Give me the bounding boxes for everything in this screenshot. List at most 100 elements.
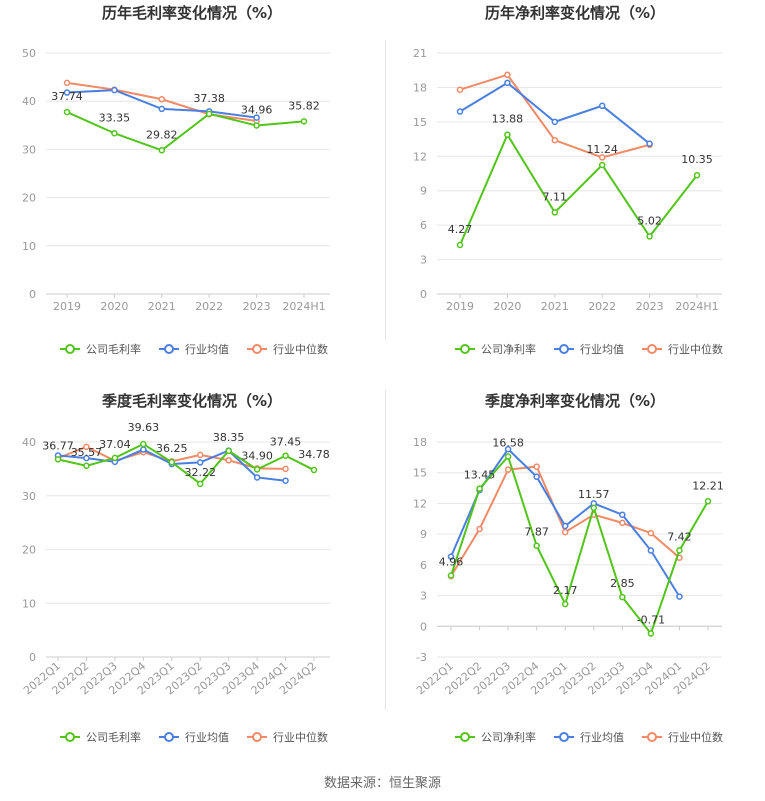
- data-label: 13.45: [464, 469, 496, 482]
- data-point-median: [83, 443, 90, 451]
- data-point-company: [561, 600, 569, 608]
- data-point-avg: [676, 593, 683, 600]
- y-tick-label: 20: [22, 544, 36, 557]
- x-tick-label: 2019: [446, 300, 474, 313]
- y-tick-label: 3: [420, 590, 427, 603]
- data-label: 38.35: [213, 431, 245, 444]
- series-line-company: [459, 132, 698, 246]
- chart-panel: 季度净利率变化情况（%）-303691215182022Q12022Q22022…: [413, 392, 724, 744]
- data-point-company: [282, 452, 289, 459]
- data-point-company: [647, 630, 655, 637]
- panel-divider: [385, 390, 386, 710]
- data-point-avg: [447, 553, 455, 560]
- data-point-avg: [63, 89, 71, 96]
- x-tick-label: 2024H1: [282, 300, 325, 313]
- data-label: 4.96: [439, 556, 464, 569]
- data-point-company: [300, 118, 308, 125]
- y-tick-label: 21: [413, 47, 427, 60]
- x-tick-label: 2021: [541, 300, 569, 313]
- legend-marker-avg: [559, 732, 569, 742]
- data-label: 34.96: [241, 103, 273, 116]
- data-point-median: [619, 519, 626, 527]
- data-point-company: [253, 466, 261, 473]
- data-label: 16.58: [492, 437, 524, 450]
- legend-label-avg: 行业均值: [185, 731, 229, 744]
- data-label: 36.77: [42, 439, 74, 452]
- x-tick-label: 2024H1: [675, 300, 718, 313]
- legend-label-avg: 行业均值: [185, 343, 229, 356]
- data-point-median: [282, 465, 289, 473]
- data-label: 36.25: [156, 442, 188, 455]
- data-label: 29.82: [146, 128, 178, 141]
- y-tick-label: 0: [420, 288, 427, 301]
- legend-marker-avg: [559, 344, 569, 354]
- y-tick-label: 15: [413, 116, 427, 129]
- data-point-company: [158, 147, 166, 154]
- x-tick-label: 2020: [100, 300, 128, 313]
- data-label: 37.04: [99, 438, 131, 451]
- legend-label-median: 行业中位数: [273, 730, 328, 744]
- x-tick-label: 2021: [148, 300, 176, 313]
- data-label: 4.27: [448, 223, 473, 236]
- y-tick-label: 6: [420, 219, 427, 232]
- data-label: 11.24: [586, 143, 618, 156]
- data-label: 7.87: [524, 526, 549, 539]
- y-tick-label: 40: [22, 95, 36, 108]
- data-point-median: [647, 529, 655, 537]
- legend-marker-median: [252, 344, 262, 354]
- data-point-company: [693, 171, 701, 179]
- data-point-company: [168, 458, 176, 466]
- series-line-company: [57, 442, 315, 486]
- source-note: 数据来源：恒生聚源: [323, 776, 441, 791]
- legend-marker-company: [65, 344, 75, 354]
- chart-title: 历年净利率变化情况（%）: [485, 4, 665, 22]
- data-point-company: [253, 122, 260, 129]
- data-label: 11.57: [578, 488, 610, 501]
- x-tick-label: 2022: [588, 300, 616, 313]
- data-point-company: [504, 131, 511, 138]
- data-point-median: [598, 154, 606, 161]
- y-tick-label: 0: [29, 288, 36, 301]
- data-point-avg: [196, 459, 204, 466]
- panel-divider: [385, 40, 386, 340]
- data-label: 37.74: [51, 90, 83, 103]
- y-tick-label: 30: [22, 143, 36, 156]
- data-point-avg: [561, 522, 569, 530]
- data-label: 2.85: [610, 577, 635, 590]
- data-label: 7.42: [667, 530, 692, 543]
- y-tick-label: 9: [420, 185, 427, 198]
- legend-label-avg: 行业均值: [580, 731, 624, 744]
- data-label: 39.63: [128, 421, 160, 434]
- y-tick-label: 6: [420, 559, 427, 572]
- data-point-company: [111, 454, 119, 462]
- data-point-median: [158, 96, 166, 103]
- data-point-company: [619, 593, 626, 601]
- data-point-company: [551, 209, 559, 216]
- y-tick-label: -3: [416, 651, 427, 664]
- data-point-avg: [647, 547, 655, 554]
- data-label: 37.45: [270, 436, 302, 449]
- data-point-company: [310, 466, 318, 474]
- data-point-avg: [83, 454, 90, 462]
- legend-label-company: 公司净利率: [481, 342, 536, 356]
- data-point-company: [598, 161, 606, 169]
- data-point-median: [533, 463, 540, 470]
- data-label: 34.90: [241, 449, 273, 462]
- y-tick-label: 12: [413, 497, 427, 510]
- y-tick-label: 0: [29, 651, 36, 664]
- data-label: 32.22: [184, 466, 216, 479]
- data-label: 34.78: [298, 448, 330, 461]
- data-point-company: [590, 504, 598, 512]
- data-label: -0.71: [637, 614, 665, 627]
- data-point-median: [504, 466, 512, 473]
- data-label: 37.38: [193, 92, 225, 105]
- legend-label-median: 行业中位数: [668, 342, 723, 356]
- data-point-company: [704, 498, 712, 505]
- data-point-avg: [253, 114, 260, 121]
- chart-title: 季度净利率变化情况（%）: [485, 392, 665, 410]
- legend-marker-company: [460, 732, 470, 742]
- data-point-median: [504, 71, 511, 79]
- data-point-avg: [504, 79, 511, 87]
- chart-title: 历年毛利率变化情况（%）: [102, 4, 282, 22]
- series-line-company: [450, 454, 709, 636]
